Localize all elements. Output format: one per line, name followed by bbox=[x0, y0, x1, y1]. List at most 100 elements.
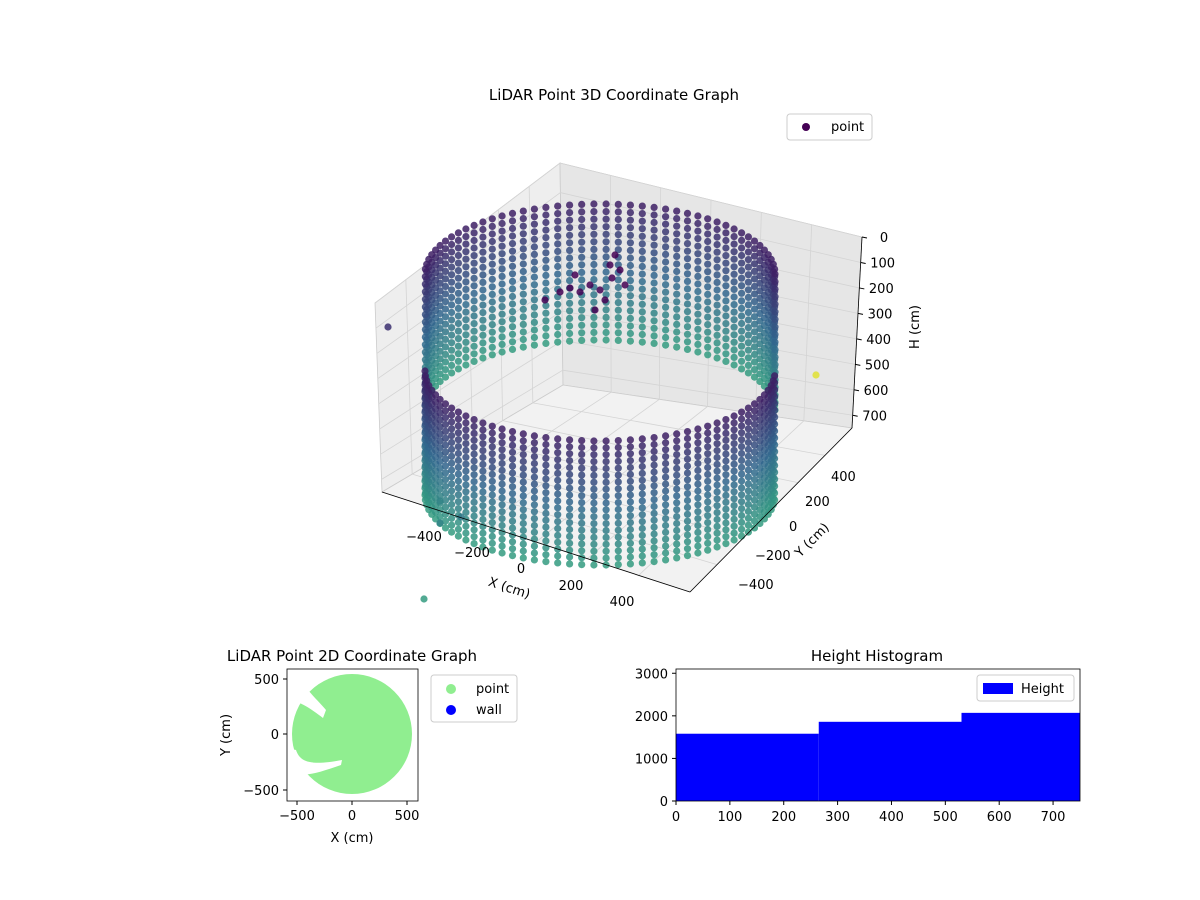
scatter3d-point bbox=[722, 312, 730, 320]
scatter3d-point bbox=[590, 230, 598, 238]
scatter3d-point bbox=[508, 330, 517, 338]
scatter3d-point bbox=[744, 278, 753, 286]
scatter3d-point bbox=[750, 350, 759, 359]
scatter3d-point bbox=[744, 271, 753, 279]
scatter3d-point bbox=[626, 337, 635, 345]
scatter3d-point bbox=[479, 447, 487, 455]
scatter3d-point bbox=[519, 430, 527, 438]
scatter3d-point bbox=[519, 533, 527, 541]
scatter3d-point bbox=[436, 497, 444, 505]
scatter3d-point bbox=[694, 535, 702, 543]
scatter3d-point bbox=[436, 513, 444, 521]
scatter3d-point bbox=[519, 554, 527, 562]
scatter3d-point bbox=[722, 229, 730, 237]
scatter3d-point bbox=[730, 522, 738, 530]
scatter3d-point bbox=[650, 324, 658, 332]
scatter3d-point bbox=[626, 443, 635, 451]
gap-shape bbox=[287, 672, 326, 718]
scatter3d-point bbox=[519, 519, 527, 528]
scatter3d-point bbox=[441, 328, 450, 336]
scatter3d-point bbox=[602, 238, 610, 246]
scatter3d-point bbox=[704, 484, 712, 492]
scatter3d-point bbox=[590, 260, 598, 269]
scatter3d-point bbox=[713, 536, 721, 544]
scatter3d-point bbox=[578, 261, 586, 269]
scatter3d-point bbox=[566, 519, 574, 527]
scatter3d-point bbox=[448, 418, 456, 426]
scatter3d-point bbox=[498, 272, 506, 280]
scatter3d-point bbox=[650, 468, 658, 476]
scatter3d-point bbox=[441, 496, 450, 504]
scatter3d-point bbox=[530, 542, 539, 550]
scatter3d-point bbox=[542, 558, 550, 566]
scatter3d-point bbox=[441, 420, 450, 429]
scatter3d-point bbox=[508, 490, 517, 498]
scatter3d-point bbox=[662, 228, 670, 236]
scatter3d-point bbox=[650, 309, 658, 317]
scatter3d-point bbox=[638, 518, 646, 526]
scatter3d-point bbox=[722, 342, 730, 350]
scatter3d-point bbox=[650, 447, 658, 455]
scatter3d-point bbox=[722, 498, 730, 506]
scatter2d-plot-area bbox=[287, 672, 412, 794]
scatter3d-point bbox=[626, 277, 635, 285]
scatter3d-point bbox=[421, 288, 429, 296]
scatter3d-point bbox=[508, 323, 517, 331]
scatter3d-point bbox=[436, 409, 444, 417]
scatter3d-point bbox=[498, 542, 506, 550]
scatter3d-point bbox=[519, 457, 527, 466]
scatter3d-point bbox=[488, 321, 496, 329]
scatter3d-point bbox=[750, 282, 759, 291]
scatter3d-point bbox=[730, 481, 738, 489]
scatter3d-point bbox=[744, 256, 753, 264]
scatter3d-point bbox=[756, 451, 764, 459]
scatter3d-point bbox=[713, 293, 721, 302]
scatter3d-point bbox=[488, 245, 496, 253]
scatter3d-point bbox=[421, 273, 429, 281]
scatter3d-point bbox=[683, 462, 692, 470]
z3d-tick bbox=[861, 236, 868, 239]
scatter3d-point bbox=[713, 263, 721, 271]
scatter3d-point bbox=[694, 508, 702, 516]
scatter3d-point bbox=[590, 437, 598, 445]
scatter3d-point bbox=[730, 323, 738, 331]
scatter3d-point bbox=[738, 491, 746, 499]
x2d-tick-label: 500 bbox=[395, 809, 420, 824]
scatter3d-point bbox=[508, 232, 517, 240]
scatter3d-point bbox=[519, 230, 527, 238]
scatter3d-point bbox=[771, 346, 779, 354]
scatter3d-point bbox=[566, 470, 574, 478]
scatter3d-point bbox=[694, 459, 702, 468]
scatter3d-point bbox=[441, 476, 450, 484]
scatter3d-point bbox=[498, 235, 506, 243]
scatter3d-point bbox=[454, 229, 462, 237]
scatter3d-point bbox=[650, 332, 658, 340]
scatter3d-point bbox=[750, 366, 759, 374]
scatter3d-point bbox=[530, 311, 539, 319]
scatter3d-point bbox=[488, 275, 496, 283]
scatter3d-point bbox=[441, 267, 450, 275]
scatter3d-point bbox=[722, 350, 730, 358]
scatter3d-point bbox=[462, 301, 470, 309]
scatter3d-point bbox=[694, 446, 702, 454]
scatter3d-point bbox=[713, 474, 721, 482]
scatter3d-point bbox=[470, 357, 478, 365]
scatter3d-point bbox=[530, 228, 539, 236]
scatter3d-point bbox=[421, 303, 429, 311]
scatter3d-point bbox=[454, 463, 462, 471]
scatter3d-point bbox=[462, 460, 470, 468]
scatter3d-point bbox=[626, 216, 635, 224]
scatter3d-point bbox=[673, 457, 681, 466]
scatter3d-point bbox=[542, 447, 550, 455]
scatter3d-point bbox=[730, 346, 738, 354]
scatter3d-point bbox=[436, 478, 444, 486]
scatter3d-point bbox=[508, 217, 517, 225]
scatter3d-point bbox=[454, 236, 462, 244]
scatter3d-point bbox=[470, 457, 478, 465]
scatter3d-point bbox=[673, 275, 681, 283]
scatter3d-point bbox=[590, 253, 598, 261]
scatter3d-point bbox=[722, 491, 730, 499]
scatter3d-point bbox=[479, 515, 487, 524]
scatter3d-point bbox=[554, 255, 562, 263]
scatter3d-point bbox=[488, 519, 496, 527]
